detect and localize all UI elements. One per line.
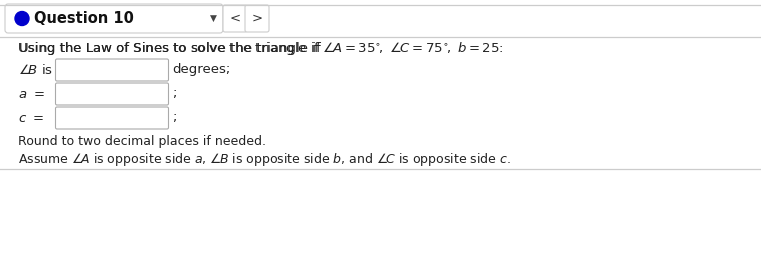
FancyBboxPatch shape bbox=[56, 83, 168, 105]
Text: >: > bbox=[251, 12, 263, 25]
Text: Using the Law of Sines to solve the triangle if $\angle\!A = 35^{\circ}\!,\ \ang: Using the Law of Sines to solve the tria… bbox=[18, 40, 504, 57]
Circle shape bbox=[15, 12, 29, 25]
Text: Question 10: Question 10 bbox=[34, 11, 134, 26]
FancyBboxPatch shape bbox=[223, 5, 247, 32]
Text: Round to two decimal places if needed.: Round to two decimal places if needed. bbox=[18, 135, 266, 148]
Text: Using the Law of Sines to solve the triangle if: Using the Law of Sines to solve the tria… bbox=[18, 42, 325, 55]
Text: <: < bbox=[229, 12, 240, 25]
Text: $a\ =$: $a\ =$ bbox=[18, 88, 45, 101]
FancyBboxPatch shape bbox=[56, 59, 168, 81]
Text: $c\ =$: $c\ =$ bbox=[18, 112, 44, 124]
FancyBboxPatch shape bbox=[56, 107, 168, 129]
Text: ▼: ▼ bbox=[209, 14, 216, 23]
Text: Assume $\angle\!A$ is opposite side $a$, $\angle\!B$ is opposite side $b$, and $: Assume $\angle\!A$ is opposite side $a$,… bbox=[18, 150, 511, 168]
Text: $\angle\!B$ is: $\angle\!B$ is bbox=[18, 63, 53, 77]
Text: ;: ; bbox=[172, 88, 177, 101]
FancyBboxPatch shape bbox=[5, 4, 223, 33]
FancyBboxPatch shape bbox=[245, 5, 269, 32]
Text: degrees;: degrees; bbox=[172, 63, 231, 76]
Text: ;: ; bbox=[172, 112, 177, 124]
